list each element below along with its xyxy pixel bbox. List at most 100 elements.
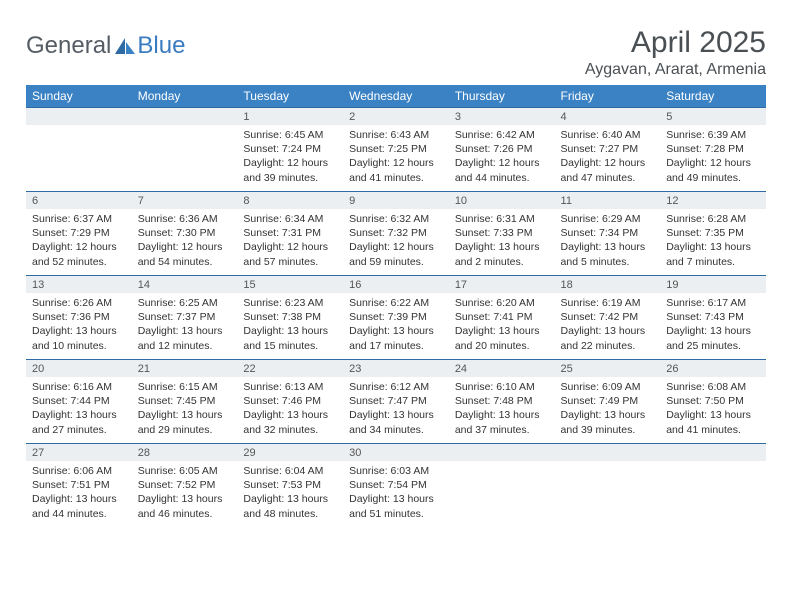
calendar-week: 27Sunrise: 6:06 AMSunset: 7:51 PMDayligh… xyxy=(26,443,766,527)
day-number-row: 11 xyxy=(555,191,661,209)
day-number-row: 22 xyxy=(237,359,343,377)
calendar-day: 18Sunrise: 6:19 AMSunset: 7:42 PMDayligh… xyxy=(555,275,661,359)
day-number-row xyxy=(660,443,766,461)
daylight-line: Daylight: 12 hours and 52 minutes. xyxy=(32,241,117,267)
day-body: Sunrise: 6:40 AMSunset: 7:27 PMDaylight:… xyxy=(555,125,661,189)
calendar-day: 23Sunrise: 6:12 AMSunset: 7:47 PMDayligh… xyxy=(343,359,449,443)
day-body: Sunrise: 6:28 AM Sunset: 7:35 PM Daylight:… xyxy=(660,209,766,273)
daylight-line: Daylight: 13 hours and 48 minutes. xyxy=(243,493,328,519)
day-body: Sunrise: 6:05 AMSunset: 7:52 PMDaylight:… xyxy=(132,461,238,525)
day-body: Sunrise: 6:43 AMSunset: 7:25 PMDaylight:… xyxy=(343,125,449,189)
sail-icon xyxy=(113,36,137,56)
sunset-line: Sunset: 7:45 PM xyxy=(138,395,216,407)
day-body: Sunrise: 6:32 AMSunset: 7:32 PMDaylight:… xyxy=(343,209,449,273)
day-number-row: 18 xyxy=(555,275,661,293)
sunset-line: Sunset: 7:46 PM xyxy=(243,395,321,407)
calendar-day: 29Sunrise: 6:04 AMSunset: 7:53 PMDayligh… xyxy=(237,443,343,527)
sunrise-line: Sunrise: 6:13 AM xyxy=(243,381,323,393)
day-number-row: 2 xyxy=(343,107,449,125)
day-number-row: 20 xyxy=(26,359,132,377)
day-number-row: 4 xyxy=(555,107,661,125)
sunrise-line: Sunrise: 6:40 AM xyxy=(561,129,641,141)
sunset-line: Sunset: 7:54 PM xyxy=(349,479,427,491)
sunrise-line: Sunrise: 6:29 AM xyxy=(561,213,641,225)
day-number-row: 23 xyxy=(343,359,449,377)
daylight-line: Daylight: 12 hours and 44 minutes. xyxy=(455,157,540,183)
day-body: Sunrise: 6:12 AMSunset: 7:47 PMDaylight:… xyxy=(343,377,449,441)
daylight-line: Daylight: 13 hours and 51 minutes. xyxy=(349,493,434,519)
weekday-header: Friday xyxy=(555,85,661,107)
day-number-row: 6 xyxy=(26,191,132,209)
sunset-line: Sunset: 7:29 PM xyxy=(32,227,110,239)
day-number-row: 30 xyxy=(343,443,449,461)
calendar-day: 22Sunrise: 6:13 AMSunset: 7:46 PMDayligh… xyxy=(237,359,343,443)
sunrise-line: Sunrise: 6:31 AM xyxy=(455,213,535,225)
daylight-line: Daylight: 13 hours and 41 minutes. xyxy=(666,409,751,435)
calendar-day: 13Sunrise: 6:26 AMSunset: 7:36 PMDayligh… xyxy=(26,275,132,359)
calendar-table: SundayMondayTuesdayWednesdayThursdayFrid… xyxy=(26,85,766,527)
day-body: Sunrise: 6:16 AMSunset: 7:44 PMDaylight:… xyxy=(26,377,132,441)
sunrise-line: Sunrise: 6:05 AM xyxy=(138,465,218,477)
daylight-line: Daylight: 13 hours and 7 minutes. xyxy=(666,241,751,267)
day-body: Sunrise: 6:03 AMSunset: 7:54 PMDaylight:… xyxy=(343,461,449,525)
sunrise-line: Sunrise: 6:09 AM xyxy=(561,381,641,393)
daylight-line: Daylight: 13 hours and 27 minutes. xyxy=(32,409,117,435)
sunrise-line: Sunrise: 6:15 AM xyxy=(138,381,218,393)
daylight-line: Daylight: 13 hours and 37 minutes. xyxy=(455,409,540,435)
calendar-day: 2Sunrise: 6:43 AMSunset: 7:25 PMDaylight… xyxy=(343,107,449,191)
day-body xyxy=(449,461,555,468)
day-body xyxy=(555,461,661,468)
sunrise-line: Sunrise: 6:10 AM xyxy=(455,381,535,393)
header-row: General Blue April 2025 Aygavan, Ararat,… xyxy=(26,26,766,79)
day-number-row xyxy=(449,443,555,461)
sunset-line: Sunset: 7:30 PM xyxy=(138,227,216,239)
sunset-line: Sunset: 7:28 PM xyxy=(666,143,744,155)
calendar-day: 19Sunrise: 6:17 AMSunset: 7:43 PMDayligh… xyxy=(660,275,766,359)
sunrise-line: Sunrise: 6:06 AM xyxy=(32,465,112,477)
day-body: Sunrise: 6:36 AMSunset: 7:30 PMDaylight:… xyxy=(132,209,238,273)
day-number-row xyxy=(132,107,238,125)
sunrise-line: Sunrise: 6:39 AM xyxy=(666,129,746,141)
daylight-line: Daylight: 13 hours and 12 minutes. xyxy=(138,325,223,351)
weekday-header: Saturday xyxy=(660,85,766,107)
calendar-day: 11Sunrise: 6:29 AMSunset: 7:34 PMDayligh… xyxy=(555,191,661,275)
calendar-day-empty xyxy=(132,107,238,191)
calendar-day: 16Sunrise: 6:22 AMSunset: 7:39 PMDayligh… xyxy=(343,275,449,359)
sunset-line: Sunset: 7:37 PM xyxy=(138,311,216,323)
day-number-row: 1 xyxy=(237,107,343,125)
calendar-week: 20Sunrise: 6:16 AMSunset: 7:44 PMDayligh… xyxy=(26,359,766,443)
day-number-row: 19 xyxy=(660,275,766,293)
day-body xyxy=(26,125,132,132)
daylight-line: Daylight: 13 hours and 29 minutes. xyxy=(138,409,223,435)
day-number-row: 21 xyxy=(132,359,238,377)
daylight-line: Daylight: 13 hours and 2 minutes. xyxy=(455,241,540,267)
day-number-row: 26 xyxy=(660,359,766,377)
sunset-line: Sunset: 7:38 PM xyxy=(243,311,321,323)
day-body: Sunrise: 6:15 AM Sunset: 7:45 PM Daylight:… xyxy=(132,377,238,441)
day-number-row: 7 xyxy=(132,191,238,209)
calendar-day: 4Sunrise: 6:40 AMSunset: 7:27 PMDaylight… xyxy=(555,107,661,191)
daylight-line: Daylight: 13 hours and 10 minutes. xyxy=(32,325,117,351)
calendar-day: 8Sunrise: 6:34 AMSunset: 7:31 PMDaylight… xyxy=(237,191,343,275)
day-body: Sunrise: 6:31 AMSunset: 7:33 PMDaylight:… xyxy=(449,209,555,273)
day-body: Sunrise: 6:19 AMSunset: 7:42 PMDaylight:… xyxy=(555,293,661,357)
day-body: Sunrise: 6:06 AMSunset: 7:51 PMDaylight:… xyxy=(26,461,132,525)
title-block: April 2025 Aygavan, Ararat, Armenia xyxy=(585,26,766,79)
daylight-line: Daylight: 13 hours and 15 minutes. xyxy=(243,325,328,351)
sunrise-line: Sunrise: 6:19 AM xyxy=(561,297,641,309)
day-number-row: 17 xyxy=(449,275,555,293)
sunset-line: Sunset: 7:35 PM xyxy=(666,227,744,239)
sunset-line: Sunset: 7:48 PM xyxy=(455,395,533,407)
calendar-day: 20Sunrise: 6:16 AMSunset: 7:44 PMDayligh… xyxy=(26,359,132,443)
calendar-day-empty xyxy=(660,443,766,527)
month-title: April 2025 xyxy=(585,26,766,59)
day-number-row: 16 xyxy=(343,275,449,293)
daylight-line: Daylight: 13 hours and 17 minutes. xyxy=(349,325,434,351)
calendar-day: 9Sunrise: 6:32 AMSunset: 7:32 PMDaylight… xyxy=(343,191,449,275)
sunrise-line: Sunrise: 6:28 AM xyxy=(666,213,746,225)
sunset-line: Sunset: 7:41 PM xyxy=(455,311,533,323)
calendar-page: General Blue April 2025 Aygavan, Ararat,… xyxy=(0,0,792,537)
day-number-row: 28 xyxy=(132,443,238,461)
day-body: Sunrise: 6:23 AMSunset: 7:38 PMDaylight:… xyxy=(237,293,343,357)
sunset-line: Sunset: 7:43 PM xyxy=(666,311,744,323)
